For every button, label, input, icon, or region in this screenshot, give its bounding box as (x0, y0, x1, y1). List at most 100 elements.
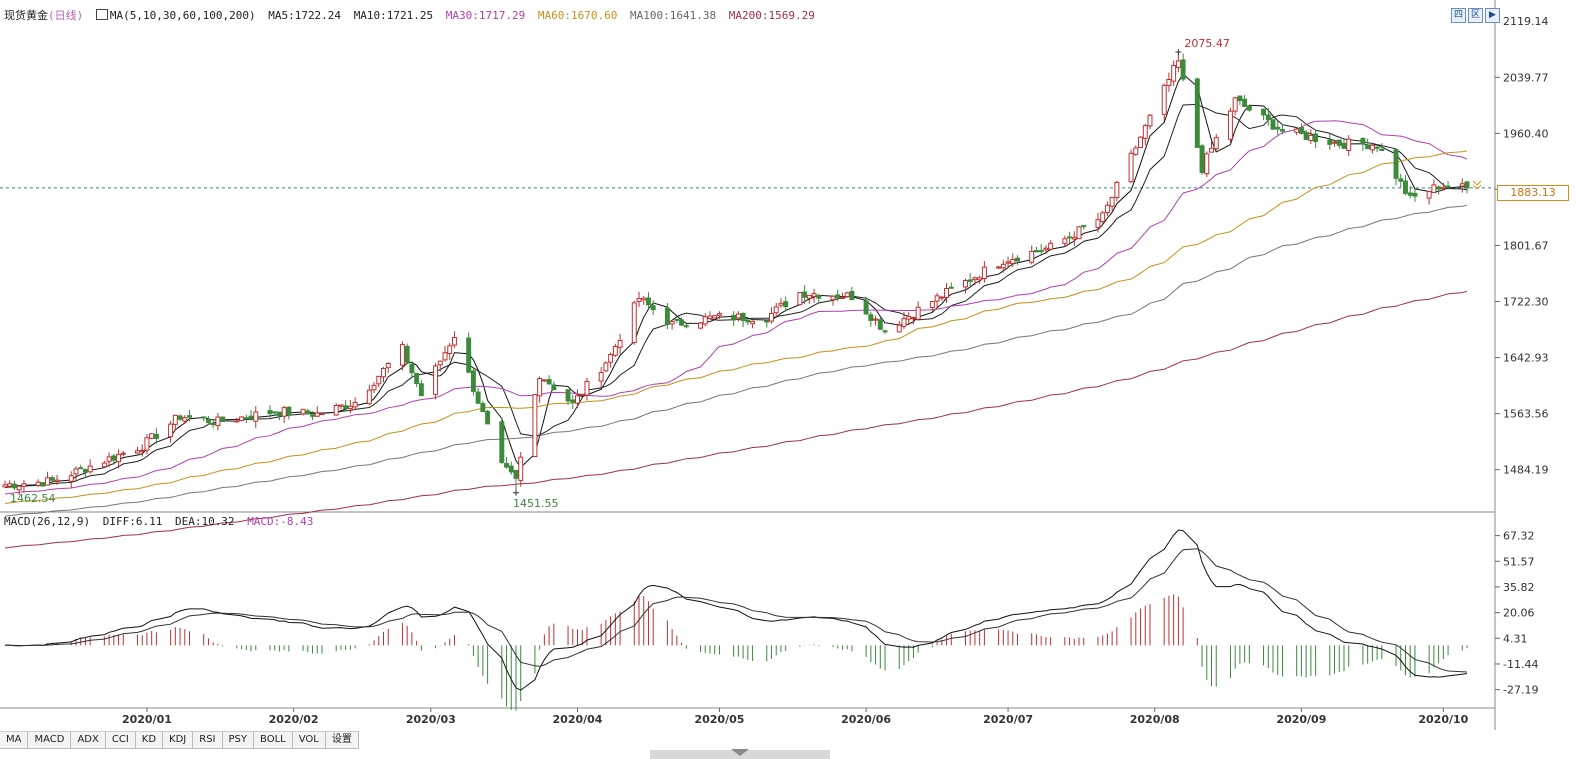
price-tick-label: 1960.40 (1503, 127, 1549, 140)
candle-body (769, 312, 774, 322)
candle-body (967, 279, 973, 282)
candle-body (1015, 257, 1020, 262)
candle-body (475, 391, 481, 404)
candle-body (418, 383, 424, 397)
candle-body (1426, 190, 1432, 199)
candle-body (480, 402, 486, 413)
candle-body (679, 319, 685, 326)
candle-body (764, 320, 770, 323)
candle-body (78, 467, 84, 470)
tab-rsi[interactable]: RSI (193, 732, 223, 749)
layout-split-button[interactable]: 区 (1468, 8, 1483, 23)
candle-body (806, 294, 812, 299)
tab-boll[interactable]: BOLL (254, 732, 293, 749)
tab-macd[interactable]: MACD (28, 732, 72, 749)
price-grid (0, 180, 1495, 190)
candle-body (1464, 181, 1470, 189)
candle-body (376, 375, 382, 385)
low-label: 1451.55 (513, 497, 559, 510)
ma30-value: MA30:1717.29 (445, 9, 526, 22)
tab-vol[interactable]: VOL (292, 732, 326, 749)
candle-body (210, 423, 216, 426)
candle-body (187, 415, 192, 418)
tab-kdj[interactable]: KDJ (163, 732, 194, 749)
date-tick-label: 2020/07 (983, 713, 1033, 726)
tab-adx[interactable]: ADX (71, 732, 106, 749)
date-tick-label: 2020/03 (406, 713, 456, 726)
macd-histogram (9, 594, 1468, 711)
candle-body (906, 315, 912, 320)
candle-body (239, 416, 245, 421)
candle-body (844, 292, 850, 297)
tab-cci[interactable]: CCI (105, 732, 136, 749)
candle-body (485, 410, 491, 425)
candle-body (385, 363, 391, 369)
candle-body (286, 406, 292, 416)
date-tick-label: 2020/06 (841, 713, 891, 726)
candle-body (1436, 186, 1442, 190)
candle-body (1336, 139, 1342, 146)
candle-body (68, 475, 74, 482)
candle-body (835, 294, 841, 299)
candle-body (243, 417, 249, 420)
candle-body (1199, 145, 1205, 173)
candle-body (220, 416, 226, 422)
candle-body (2, 484, 8, 488)
candle-body (1403, 180, 1408, 194)
candle-body (1393, 149, 1399, 179)
candle-body (149, 433, 155, 439)
ma-icon[interactable] (95, 9, 108, 20)
tab-kd[interactable]: KD (135, 732, 164, 749)
price-tick-label: 1722.30 (1503, 296, 1549, 309)
candle-body (1246, 105, 1252, 111)
candle-body (300, 408, 306, 415)
current-price-tag: 1883.13 (1497, 185, 1569, 201)
candle-body (948, 286, 954, 289)
date-tick-label: 2020/05 (694, 713, 744, 726)
date-axis: 2020/01 2020/02 2020/03 2020/04 2020/05 2020/… (122, 708, 1469, 726)
chevron-down-icon[interactable] (731, 749, 749, 756)
candle-body (352, 402, 358, 408)
candle-body (470, 370, 476, 392)
layout-grid-button[interactable]: 四 (1451, 8, 1466, 23)
candle-body (698, 322, 703, 329)
date-tick-label: 2020/02 (269, 713, 319, 726)
candle-body (702, 316, 708, 325)
candle-body (1275, 126, 1281, 130)
candle-body (1147, 114, 1153, 127)
candle-body (1175, 60, 1181, 68)
candle-body (153, 433, 159, 439)
period-label: (日线) (48, 9, 84, 22)
candle-body (830, 295, 836, 301)
expand-right-button[interactable]: ▶ (1485, 8, 1500, 23)
tab-ma[interactable]: MA (0, 732, 29, 749)
macd-dea: DEA:10.32 (174, 515, 235, 528)
candle-body (267, 410, 273, 415)
candle-body (1341, 143, 1347, 149)
macd-params: MACD(26,12,9) (4, 515, 91, 528)
candle-body (1100, 212, 1106, 222)
candle-body (1374, 146, 1380, 149)
candle-body (839, 296, 845, 299)
ma-params: MA(5,10,30,60,100,200) (109, 9, 256, 22)
candle-body (1298, 127, 1304, 134)
candle-body (248, 415, 254, 420)
candle-body (381, 367, 386, 378)
candle-body (1327, 139, 1333, 145)
tab-psy[interactable]: PSY (222, 732, 255, 749)
candle-body (716, 313, 722, 316)
candle-body (735, 313, 741, 319)
chart-canvas: 2119.142039.771960.401881.041801.671722.… (0, 0, 1549, 730)
candle-body (1365, 144, 1371, 150)
ma100-value: MA100:1641.38 (630, 9, 717, 22)
candle-body (1010, 258, 1016, 264)
tab-settings[interactable]: 设置 (325, 732, 359, 749)
candle-body (1000, 263, 1006, 269)
candle-body (674, 318, 680, 321)
candle-body (234, 420, 240, 423)
candle-body (1280, 129, 1285, 132)
low-marker (512, 489, 519, 496)
candle-body (106, 456, 112, 462)
candle-body (882, 330, 888, 333)
candle-body (598, 371, 604, 382)
